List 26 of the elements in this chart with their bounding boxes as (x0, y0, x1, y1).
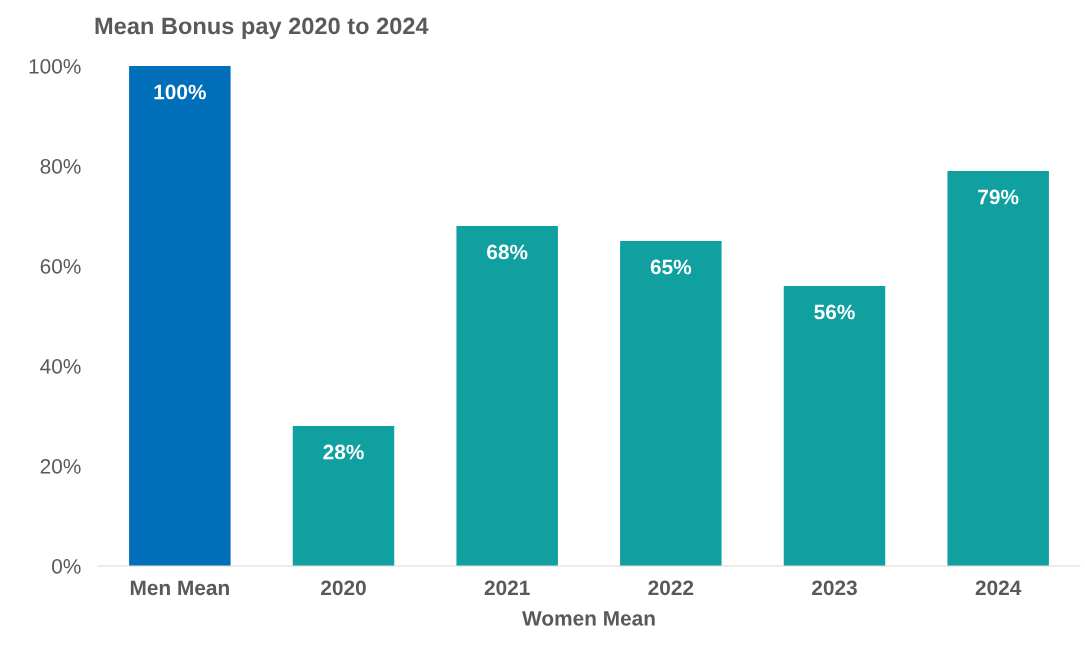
y-tick-label: 60% (40, 259, 81, 274)
x-tick-label: 2024 (975, 580, 1022, 596)
bar (456, 226, 558, 566)
x-tick-label: 2022 (648, 580, 694, 596)
data-label: 100% (154, 84, 206, 100)
bar (292, 426, 395, 566)
data-label: 65% (650, 259, 692, 275)
y-tick-label: 100% (29, 59, 81, 74)
y-tick-label: 80% (40, 159, 81, 174)
x-tick-label: 2021 (484, 580, 530, 596)
chart-title: Mean Bonus pay 2020 to 2024 (95, 17, 429, 39)
bar (783, 286, 886, 566)
x-tick-label: 2023 (812, 580, 857, 596)
data-label: 56% (814, 304, 855, 320)
x-tick-label: 2020 (321, 580, 366, 596)
data-label: 28% (323, 444, 364, 460)
x-axis-title: Women Mean (522, 611, 655, 626)
bar (129, 66, 231, 566)
y-tick-label: 0% (52, 559, 81, 574)
data-label: 68% (487, 244, 528, 260)
data-label: 79% (978, 189, 1019, 205)
y-tick-label: 40% (40, 359, 81, 374)
x-tick-label: Men Mean (130, 580, 229, 596)
bar (947, 171, 1049, 566)
bar (620, 241, 722, 566)
y-tick-label: 20% (40, 459, 81, 474)
